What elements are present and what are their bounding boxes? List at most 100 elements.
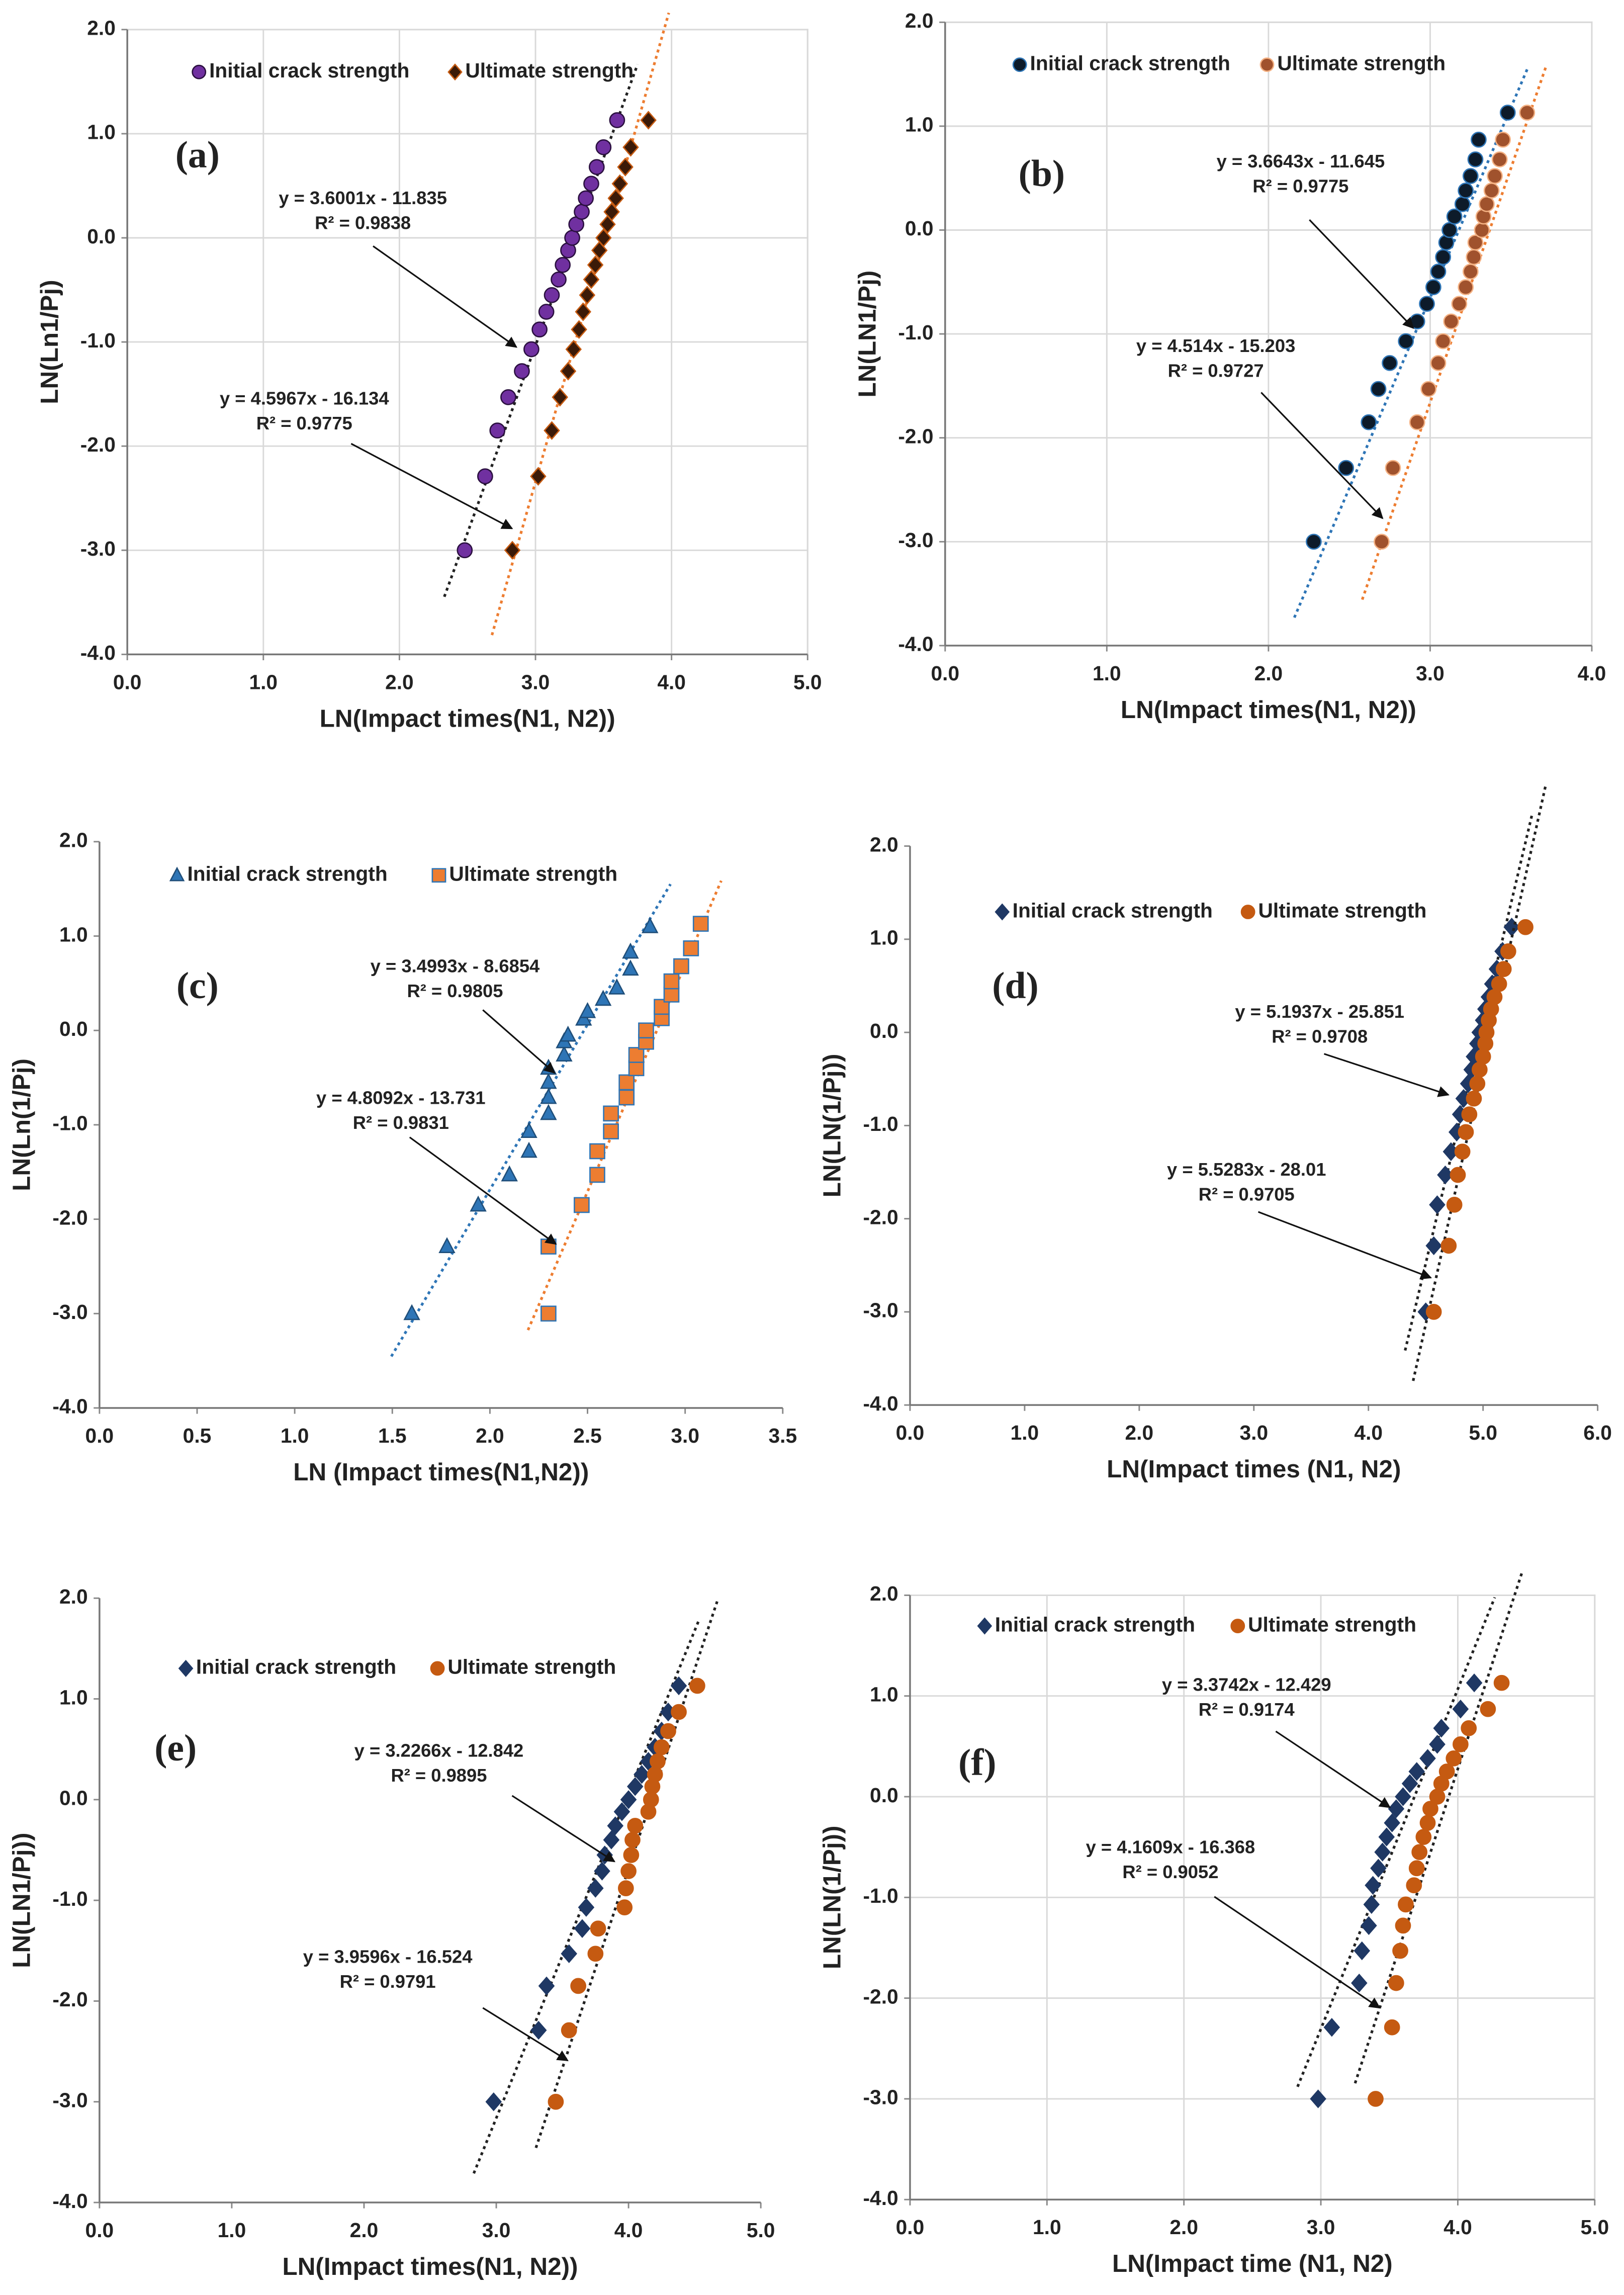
x-tick-label: 1.0 [1033,2216,1061,2239]
point [514,363,530,379]
x-tick-label: 2.0 [1125,1421,1154,1444]
point [1395,1787,1411,1806]
annotation-arrow [1275,1730,1391,1808]
point [654,1739,670,1755]
trend-r2: R² = 0.9775 [256,413,352,433]
point [1451,296,1468,312]
x-tick-label: 3.5 [768,1424,797,1447]
point [1338,460,1355,476]
point [1425,1304,1442,1320]
plot-area [99,841,783,1408]
point [671,1704,687,1720]
point [1440,1238,1457,1254]
point [692,916,709,932]
x-axis-title: LN(Impact time (N1, N2) [1112,2250,1393,2277]
point [611,174,628,194]
point [670,1676,687,1696]
x-tick-label: 0.0 [85,2219,114,2242]
point [1453,1736,1469,1752]
x-tick-label: 2.0 [1254,662,1283,685]
point [571,320,587,339]
point [477,468,493,485]
trend-equation: y = 4.5967x - 16.134 [220,388,389,409]
point [683,940,699,956]
point [1458,183,1474,199]
point [590,1920,606,1937]
trendline [390,883,672,1357]
point [431,868,446,883]
point [565,339,582,359]
legend-label: Ultimate strength [465,59,634,82]
point [1438,1763,1455,1780]
point [447,63,463,81]
trendline [1354,1571,1523,2084]
x-tick-label: 3.0 [521,670,550,693]
point [594,1862,610,1881]
point [169,866,185,881]
y-tick-label: 0.0 [870,1784,898,1807]
x-tick-label: 2.0 [1169,2216,1198,2239]
point [1401,1774,1418,1793]
point [1461,1720,1477,1736]
point [1419,296,1435,312]
point [1466,1090,1482,1107]
point [1420,381,1437,397]
x-axis-title: LN(Impact times(N1, N2)) [282,2253,578,2280]
y-axis-title: LN(Ln(1/Pj) [8,1058,36,1191]
point [663,973,680,990]
y-tick-label: 1.0 [870,1683,898,1706]
point [1384,2019,1400,2036]
point [1409,414,1425,430]
x-axis-title: LN (Impact times(N1,N2)) [293,1458,589,1486]
panel-label: (c) [176,965,219,1007]
point [1519,105,1536,121]
point [544,287,560,303]
point [530,2020,547,2040]
point [1408,1762,1425,1781]
point [583,270,600,289]
trend-r2: R² = 0.9052 [1122,1862,1218,1882]
point [1406,1877,1422,1894]
legend-label: Initial crack strength [1013,899,1213,922]
x-tick-label: 5.0 [747,2219,775,2242]
y-tick-label: -1.0 [80,329,116,352]
y-tick-label: 0.0 [905,217,934,240]
y-tick-label: -3.0 [80,537,116,560]
point [430,1661,445,1676]
point [603,1830,620,1849]
point [556,1045,573,1062]
legend-label: Initial crack strength [187,862,387,886]
point [618,1089,635,1106]
y-tick-label: -3.0 [863,2086,898,2109]
point [1450,1167,1466,1183]
point [1361,1916,1377,1935]
point [1467,234,1484,251]
point [579,286,596,305]
point [977,1617,993,1635]
annotation-arrow [482,1009,556,1074]
point [595,139,612,155]
y-axis-title: LN(LN1/Pj) [854,271,881,398]
x-tick-label: 4.0 [657,670,686,693]
point [1422,1801,1438,1817]
x-tick-label: 3.0 [482,2219,511,2242]
point [520,1122,537,1138]
y-tick-label: -4.0 [898,633,933,656]
y-tick-label: 0.0 [87,225,116,248]
point [1310,2089,1326,2108]
trend-equation: y = 3.3742x - 12.429 [1162,1674,1331,1695]
point [1475,1048,1491,1065]
point [663,987,680,1003]
x-tick-label: 3.0 [1416,662,1445,685]
point [1458,1124,1474,1140]
y-tick-label: -4.0 [863,2186,898,2210]
point [587,1946,604,1962]
x-tick-label: 1.5 [378,1424,407,1447]
point [438,1237,456,1253]
point [1370,1859,1387,1878]
point [1378,1827,1395,1846]
point [1429,1195,1446,1214]
point [1452,1700,1469,1719]
point [1365,1876,1381,1895]
x-tick-label: 2.0 [476,1424,504,1447]
